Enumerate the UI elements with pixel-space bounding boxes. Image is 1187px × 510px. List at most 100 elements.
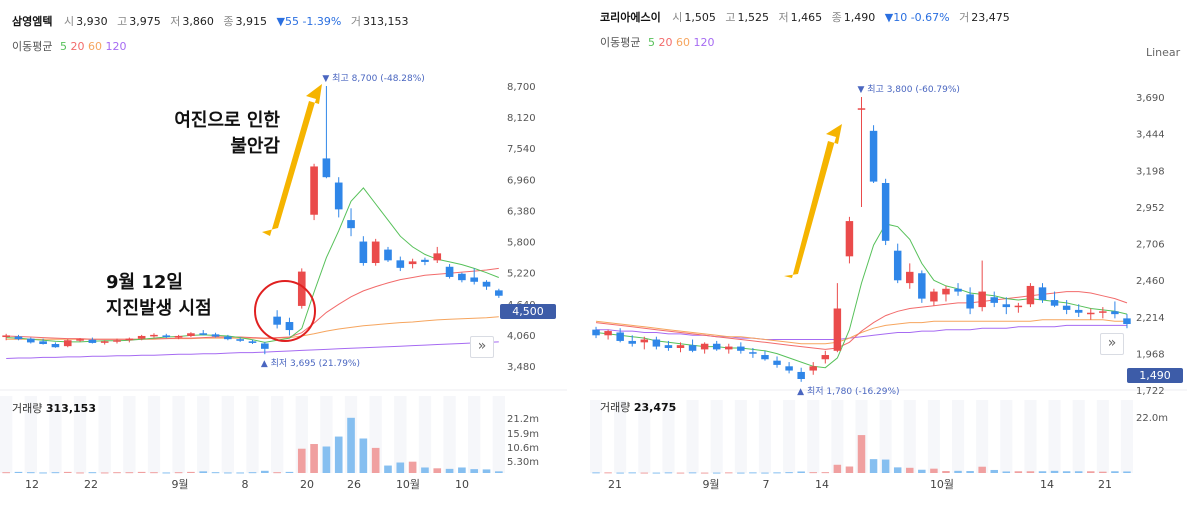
ma-legend-label: 이동평균	[600, 36, 641, 49]
volume-bar	[1111, 471, 1119, 473]
stock-header: 삼영엠텍 시 3,930 고 3,975 저 3,860 종 3,915 ▼55 -1.…	[12, 13, 414, 29]
stock-name[interactable]: 코리아에스이	[600, 11, 661, 24]
volume-bar	[297, 448, 306, 473]
volume-bg-stripe	[221, 396, 235, 473]
candle-body	[906, 271, 914, 284]
volume-bar	[676, 472, 685, 474]
y-tick-label: 3,198	[1136, 166, 1165, 177]
ma120-legend: 120	[693, 36, 715, 49]
scroll-right-button[interactable]: »	[1100, 333, 1124, 355]
volume-bg-stripe	[1096, 400, 1109, 473]
candle-body	[857, 108, 866, 110]
candle-body	[1062, 305, 1071, 310]
low-marker-label: ▲ 최저 3,695 (21.79%)	[261, 358, 360, 369]
ma120-line	[596, 324, 1127, 340]
x-tick-label: 9월	[702, 478, 719, 491]
ma-legend-label: 이동평균	[12, 40, 53, 53]
high-value: 3,975	[129, 15, 161, 28]
volume-bar	[470, 469, 479, 473]
volume-bar	[785, 472, 793, 474]
volume-bg-stripe	[147, 396, 161, 473]
candle-body	[628, 340, 636, 344]
y-tick-label: 8,120	[507, 113, 536, 124]
volume-bar	[942, 471, 950, 473]
volume-bar	[978, 466, 986, 473]
ma5-legend: 5	[647, 36, 655, 49]
volume-bar	[1038, 471, 1047, 473]
volume-bar	[88, 472, 97, 474]
candle-body	[482, 281, 491, 287]
volume-bar	[211, 472, 220, 474]
y-tick-label: 4,060	[507, 331, 536, 342]
volume-bar	[408, 461, 417, 473]
volume-bg-stripe	[49, 396, 62, 473]
volume-bar	[113, 472, 121, 474]
volume-bg-stripe	[807, 400, 820, 473]
volume-bar	[445, 468, 454, 473]
volume-bg-stripe	[492, 396, 505, 473]
stock-name[interactable]: 삼영엠텍	[12, 15, 53, 28]
candle-body	[273, 316, 281, 325]
candle-body	[14, 336, 23, 340]
candle-body	[797, 371, 805, 380]
volume-bg-stripe	[758, 400, 771, 473]
volume-tick-label: 10.6m	[507, 443, 539, 454]
volume-bar	[809, 472, 817, 474]
ma-legend[interactable]: 이동평균 5 20 60 120	[600, 34, 714, 50]
y-tick-label: 6,960	[507, 175, 536, 186]
candle-body	[640, 339, 649, 343]
volume-bg-stripe	[734, 400, 747, 473]
candle-body	[1123, 318, 1131, 325]
ma20-legend: 20	[70, 40, 85, 53]
y-tick-label: 8,700	[507, 82, 536, 93]
volume-bar	[224, 472, 232, 474]
candle-body	[616, 332, 624, 341]
right-candlestick-chart[interactable]: 3,690 3,444 3,198 2,952 2,706 2,460 2,214 1,968…	[590, 0, 1187, 510]
volume-bar	[347, 417, 355, 473]
volume-bar	[359, 438, 368, 473]
volume-bar	[857, 435, 866, 473]
candle-body	[125, 338, 134, 341]
y-tick-label: 7,540	[507, 144, 536, 155]
volume-bar	[737, 472, 745, 474]
quake-date-circle-icon	[254, 280, 316, 342]
volume-bg-stripe	[98, 396, 111, 473]
candle-body	[966, 294, 974, 309]
candle-body	[821, 355, 830, 360]
volume-bar	[187, 471, 195, 473]
ma-legend[interactable]: 이동평균 5 20 60 120	[12, 38, 126, 54]
volume-bar	[640, 472, 649, 474]
volume-bar	[1062, 471, 1071, 473]
candle-body	[652, 339, 661, 347]
volume-bar	[162, 472, 171, 474]
scroll-right-button[interactable]: »	[470, 336, 494, 358]
volume-bg-stripe	[638, 400, 651, 473]
volume-bar	[1026, 471, 1035, 473]
left-candlestick-chart[interactable]: 8,7008,1207,5406,9606,3805,8005,2204,640…	[0, 0, 580, 510]
low-marker-label: ▲ 최저 1,780 (-16.29%)	[797, 386, 899, 397]
volume-bg-stripe	[952, 400, 965, 473]
candle-body	[63, 340, 72, 347]
scale-mode-toggle[interactable]: Linear	[1146, 46, 1181, 59]
candle-body	[990, 297, 998, 303]
candle-body	[51, 344, 60, 348]
volume-bar	[918, 469, 926, 473]
candle-body	[187, 333, 195, 336]
volume-bg-stripe	[73, 396, 87, 473]
volume-bg-stripe	[24, 396, 37, 473]
low-value: 1,465	[790, 11, 823, 24]
candle-body	[310, 166, 318, 215]
candle-body	[285, 322, 294, 331]
candle-body	[930, 291, 938, 302]
candle-body	[1074, 309, 1083, 313]
candle-body	[725, 346, 733, 350]
candle-body	[236, 339, 245, 341]
volume-bar	[906, 467, 914, 473]
volume-bar	[833, 464, 842, 473]
candle-body	[737, 346, 745, 351]
volume-bar	[1087, 471, 1095, 473]
high-label: 고	[117, 15, 128, 28]
y-tick-label: 6,380	[507, 206, 536, 217]
y-tick-label: 3,690	[1136, 93, 1165, 104]
x-tick-label: 14	[815, 478, 829, 491]
